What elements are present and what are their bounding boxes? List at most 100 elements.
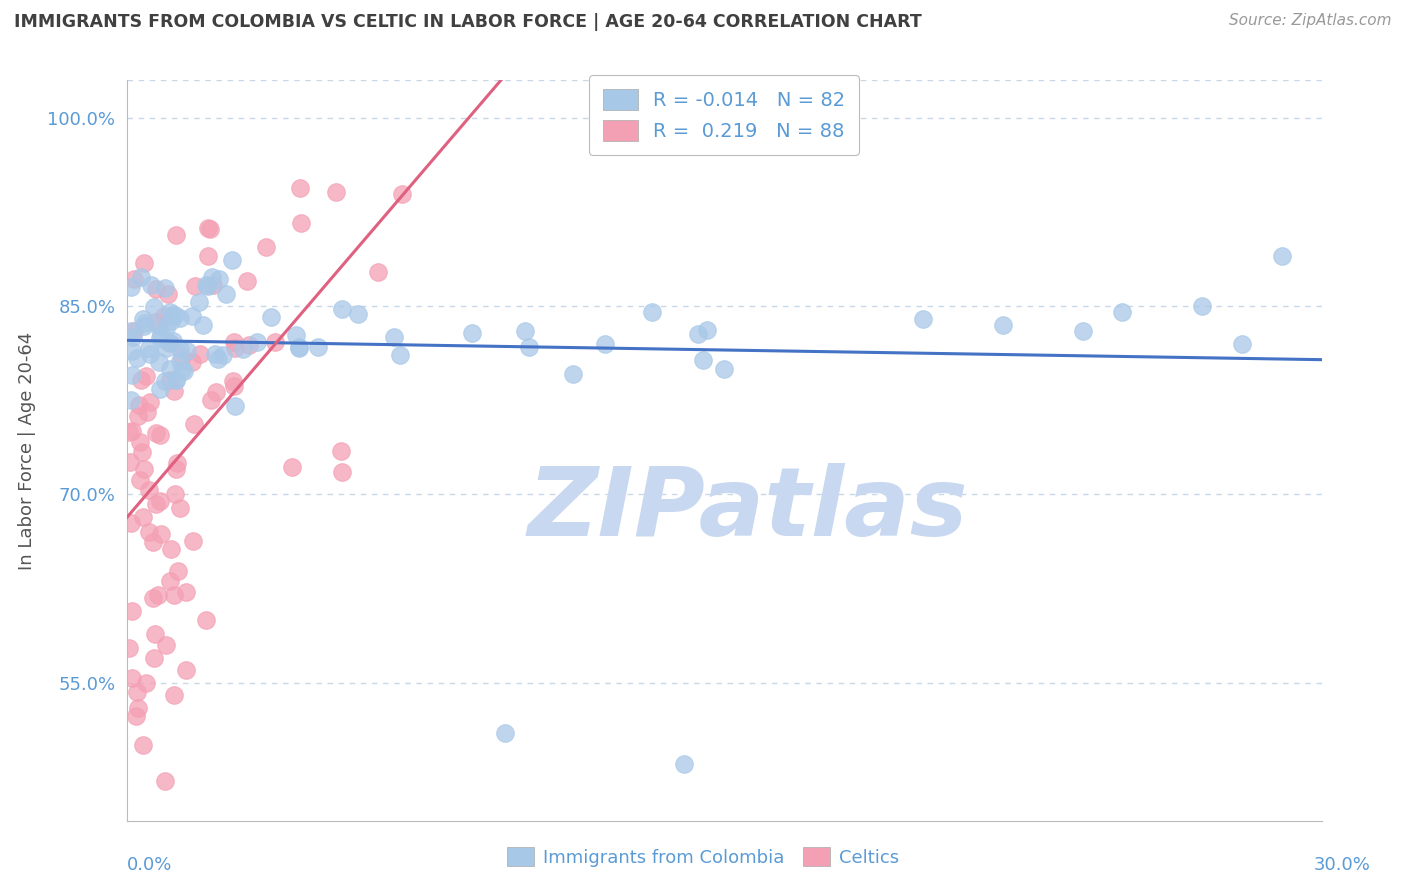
Point	[125, 709, 148, 723]
Point	[145, 425, 167, 440]
Point	[461, 326, 484, 340]
Point	[143, 627, 166, 641]
Point	[160, 308, 183, 322]
Point	[367, 265, 389, 279]
Point	[120, 392, 142, 407]
Point	[640, 305, 662, 319]
Point	[1071, 324, 1094, 338]
Point	[173, 364, 195, 378]
Point	[330, 302, 353, 317]
Point	[1230, 336, 1253, 351]
Point	[169, 342, 191, 356]
Y-axis label: In Labor Force | Age 20-64: In Labor Force | Age 20-64	[18, 331, 37, 570]
Point	[132, 738, 155, 752]
Point	[692, 353, 714, 368]
Point	[288, 181, 311, 195]
Point	[129, 270, 152, 285]
Point	[142, 301, 165, 315]
Point	[145, 497, 167, 511]
Point	[232, 343, 254, 357]
Point	[129, 373, 152, 387]
Point	[208, 272, 231, 286]
Point	[330, 465, 353, 479]
Point	[129, 434, 152, 449]
Point	[153, 281, 176, 295]
Point	[212, 348, 235, 362]
Point	[134, 256, 156, 270]
Point	[181, 309, 204, 323]
Point	[149, 526, 172, 541]
Point	[163, 384, 186, 399]
Point	[285, 327, 308, 342]
Point	[155, 638, 177, 652]
Legend: R = -0.014   N = 82, R =  0.219   N = 88: R = -0.014 N = 82, R = 0.219 N = 88	[589, 75, 859, 154]
Point	[246, 334, 269, 349]
Point	[169, 501, 191, 516]
Point	[391, 186, 413, 201]
Point	[136, 405, 159, 419]
Point	[513, 324, 536, 338]
Point	[204, 347, 226, 361]
Point	[117, 640, 139, 655]
Point	[159, 305, 181, 319]
Point	[176, 343, 198, 358]
Point	[260, 310, 283, 325]
Point	[308, 340, 330, 354]
Point	[238, 338, 260, 352]
Point	[593, 336, 616, 351]
Point	[120, 516, 142, 531]
Point	[128, 473, 150, 487]
Point	[163, 487, 186, 501]
Point	[159, 373, 181, 387]
Point	[180, 354, 202, 368]
Point	[143, 650, 166, 665]
Point	[121, 368, 143, 382]
Point	[205, 384, 228, 399]
Point	[991, 318, 1014, 332]
Point	[912, 311, 935, 326]
Point	[181, 534, 204, 549]
Point	[187, 294, 209, 309]
Point	[195, 613, 218, 627]
Point	[201, 277, 224, 292]
Point	[254, 240, 277, 254]
Point	[288, 341, 311, 355]
Point	[163, 589, 186, 603]
Point	[149, 428, 172, 442]
Point	[673, 757, 696, 772]
Point	[207, 351, 229, 366]
Point	[224, 342, 246, 356]
Point	[215, 286, 238, 301]
Point	[127, 700, 149, 714]
Point	[153, 375, 176, 389]
Point	[132, 311, 155, 326]
Point	[156, 334, 179, 349]
Point	[224, 399, 246, 413]
Point	[131, 445, 153, 459]
Point	[159, 361, 181, 376]
Point	[142, 535, 165, 549]
Point	[224, 379, 246, 393]
Point	[132, 509, 155, 524]
Point	[121, 671, 143, 685]
Point	[138, 524, 160, 539]
Point	[222, 334, 245, 349]
Point	[200, 222, 222, 236]
Point	[200, 393, 222, 408]
Point	[194, 278, 217, 293]
Point	[1191, 299, 1213, 313]
Point	[197, 249, 219, 263]
Point	[174, 663, 197, 677]
Point	[149, 331, 172, 345]
Point	[1271, 249, 1294, 263]
Point	[128, 398, 150, 412]
Point	[134, 461, 156, 475]
Point	[188, 347, 211, 361]
Legend: Immigrants from Colombia, Celtics: Immigrants from Colombia, Celtics	[501, 840, 905, 874]
Point	[170, 362, 193, 376]
Point	[169, 354, 191, 368]
Point	[159, 314, 181, 328]
Point	[138, 347, 160, 361]
Point	[157, 286, 180, 301]
Point	[325, 185, 347, 199]
